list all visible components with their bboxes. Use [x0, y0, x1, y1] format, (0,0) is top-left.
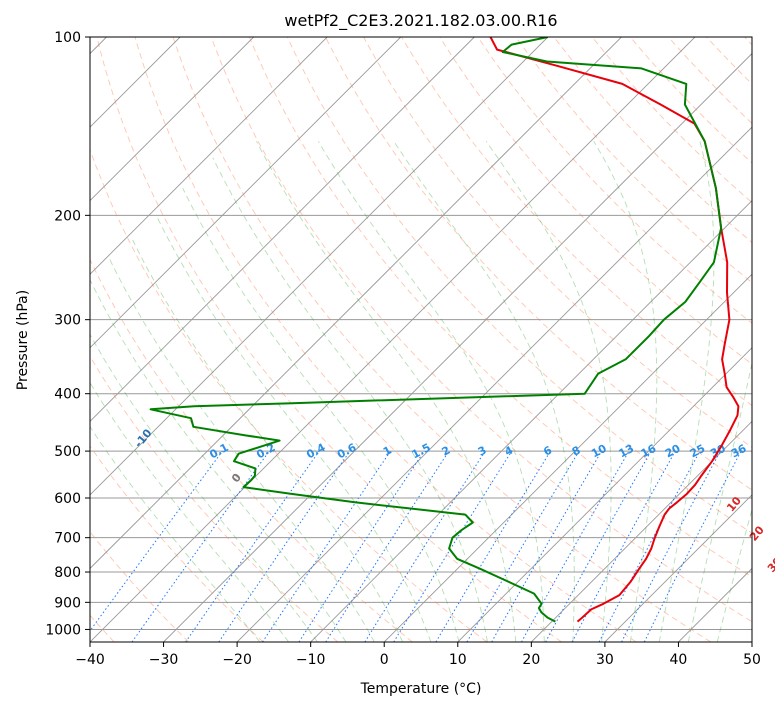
- isotherm-line: [531, 420, 752, 642]
- y-axis-title: Pressure (hPa): [15, 290, 31, 390]
- background-grid: [90, 37, 752, 642]
- mixing-ratio-line: [185, 450, 320, 642]
- dry-adiabat-line: [477, 37, 752, 324]
- y-tick-label: 700: [54, 531, 81, 547]
- dry-adiabat-line: [248, 37, 752, 578]
- dry-adiabat-line: [591, 37, 752, 204]
- x-tick-label: −20: [222, 652, 252, 668]
- moist-adiabat-line: [318, 141, 545, 642]
- x-tick-label: −30: [149, 652, 179, 668]
- mixing-ratio-line: [571, 450, 676, 642]
- plot-background: [90, 37, 752, 642]
- dry-adiabat-line: [210, 37, 752, 623]
- mixing-ratio-line: [521, 450, 630, 642]
- mixing-ratio-line: [643, 450, 742, 642]
- chart-title: wetPf2_C2E3.2021.182.03.00.R16: [284, 11, 557, 31]
- isotherm-line: [163, 52, 752, 642]
- moist-adiabat-line: [256, 141, 517, 642]
- moist-adiabat-line: [593, 141, 658, 642]
- dry-adiabat-line: [90, 445, 264, 642]
- isotherm-line: [751, 641, 752, 642]
- mixing-ratio-line: [298, 450, 425, 642]
- mixing-ratio-line: [545, 450, 652, 642]
- moist-adiabat-line: [393, 141, 575, 642]
- moist-adiabat-line: [90, 333, 318, 642]
- mixing-ratio-line: [218, 450, 351, 642]
- moist-adiabat-line: [90, 425, 261, 642]
- dry-adiabat-line: [363, 37, 752, 448]
- mixing-ratio-label: 25: [688, 442, 708, 461]
- isotherm-line: [90, 37, 696, 642]
- mixing-ratio-line: [131, 450, 270, 642]
- dry-adiabat-line: [96, 37, 562, 642]
- x-tick-label: 0: [380, 652, 389, 668]
- data-series: [149, 37, 740, 623]
- x-tick-label: 40: [670, 652, 688, 668]
- mixing-ratio-label: 20: [663, 442, 683, 461]
- x-tick-label: 50: [743, 652, 761, 668]
- x-tick-label: 10: [449, 652, 467, 668]
- dry-adiabat-line: [401, 37, 752, 407]
- x-tick-label: −10: [296, 652, 326, 668]
- x-tick-label: 30: [596, 652, 614, 668]
- isotherm-line: [457, 347, 752, 642]
- isotherm-line: [90, 37, 402, 349]
- moist-adiabat-line: [485, 141, 612, 642]
- moist-adiabat-line: [716, 507, 752, 642]
- dry-adiabat-line: [286, 37, 752, 534]
- plot-frame: [89, 36, 753, 643]
- moist-adiabat-line: [90, 381, 290, 642]
- mixing-ratio-line: [325, 450, 450, 642]
- isotherm-line: [90, 37, 254, 202]
- mixing-ratio-label: 10: [589, 442, 609, 461]
- dry-adiabat-line: [172, 37, 712, 642]
- x-axis-title: Temperature (°C): [360, 681, 482, 697]
- moist-adiabat-line: [155, 215, 432, 642]
- isotherm-line: [90, 37, 328, 275]
- y-tick-label: 600: [54, 491, 81, 507]
- isotherm-line: [236, 126, 752, 642]
- isotherm-line: [310, 200, 752, 642]
- isotherm-line: [90, 37, 622, 570]
- moist-adiabat-line: [658, 141, 715, 642]
- moist-adiabat-line: [132, 239, 404, 642]
- y-tick-label: 1000: [45, 622, 81, 638]
- x-tick-label: −40: [75, 652, 105, 668]
- y-tick-label: 800: [54, 565, 81, 581]
- y-tick-label: 500: [54, 444, 81, 460]
- mixing-ratio-label: 13: [617, 442, 637, 461]
- isotherm-line: [383, 273, 752, 642]
- dry-adiabat-line: [325, 37, 752, 491]
- moist-adiabat-line: [90, 278, 347, 642]
- moist-adiabat-line: [212, 157, 488, 642]
- mixing-ratio-line: [262, 450, 391, 642]
- isotherm-line: [604, 494, 752, 642]
- y-tick-label: 200: [54, 208, 81, 224]
- mixing-ratio-line: [393, 450, 513, 642]
- y-tick-label: 300: [54, 313, 81, 329]
- dewpoint-profile: [149, 37, 723, 623]
- mixing-ratio-label: 36: [729, 442, 749, 461]
- axes: −40 −30 −20 −10 0 10 20 30 40 50 100 200 300 400 500 60…: [45, 30, 761, 668]
- x-tick-label: 20: [522, 652, 540, 668]
- isotherm-line: [90, 37, 549, 496]
- y-tick-label: 900: [54, 595, 81, 611]
- y-tick-label: 400: [54, 387, 81, 403]
- isotherm-line: [90, 37, 475, 422]
- moist-adiabat-line: [687, 361, 752, 642]
- dry-adiabat-line: [134, 37, 637, 642]
- moist-adiabat-line: [108, 256, 375, 642]
- moist-adiabat-label: 30: [765, 555, 775, 575]
- dry-adiabat-line: [629, 37, 752, 164]
- y-tick-label: 100: [54, 30, 81, 46]
- mixing-ratio-label: 16: [639, 442, 659, 461]
- dry-adiabat-line: [90, 258, 413, 642]
- mixing-ratio-line: [90, 450, 223, 632]
- moist-adiabat-line: [182, 188, 460, 642]
